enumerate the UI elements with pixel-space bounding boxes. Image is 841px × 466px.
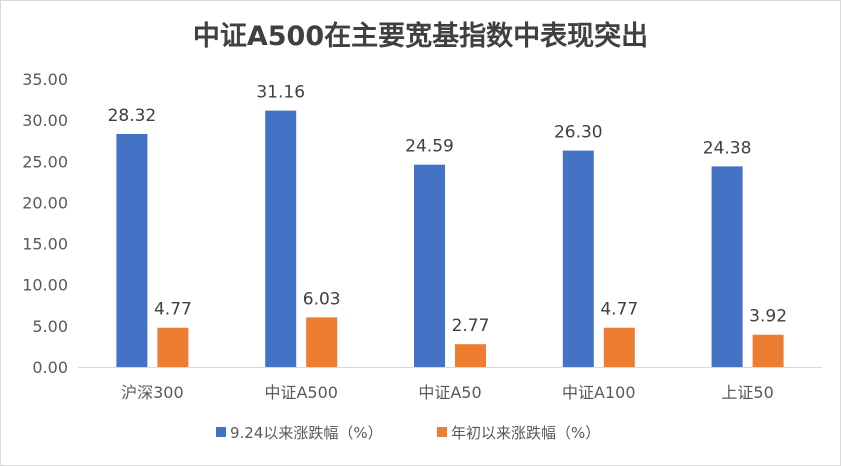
x-tick-label: 中证A50 (418, 383, 481, 402)
bar-value-label: 24.38 (703, 138, 752, 158)
y-tick-label: 30.00 (22, 111, 68, 130)
bar-series-1 (414, 164, 445, 367)
chart-title: 中证A500在主要宽基指数中表现突出 (192, 21, 649, 52)
bar-series-2 (157, 327, 189, 367)
bar-series-1 (562, 150, 594, 367)
x-axis: 沪深300 中证A500 中证A50 中证A100 上证50 (121, 383, 774, 402)
bar-series-1 (116, 133, 148, 367)
bar-series-2 (306, 317, 338, 367)
y-tick-label: 0.00 (32, 358, 68, 377)
legend-label: 年初以来涨跌幅（%） (451, 424, 600, 442)
y-tick-label: 35.00 (22, 70, 68, 89)
bar-value-label: 4.77 (600, 300, 638, 320)
bar-value-label: 2.77 (452, 316, 490, 336)
x-tick-label: 上证50 (721, 383, 773, 402)
bar-value-label: 31.16 (256, 83, 305, 103)
legend-swatch (216, 427, 226, 437)
legend-label: 9.24以来涨跌幅（%） (230, 424, 383, 442)
bar-value-label: 28.32 (108, 106, 157, 126)
bar-series-2 (603, 327, 635, 367)
bar-series-2 (752, 334, 784, 367)
legend-swatch (437, 427, 447, 437)
bar-value-label: 26.30 (554, 123, 603, 143)
bar-value-label: 4.77 (154, 300, 192, 320)
y-tick-label: 10.00 (22, 276, 68, 295)
bar-series-2 (455, 344, 486, 367)
y-axis: 0.00 5.00 10.00 15.00 20.00 25.00 30.00 35.00 (22, 70, 68, 377)
y-tick-label: 25.00 (22, 152, 68, 171)
bars (116, 110, 784, 367)
bar-series-1 (265, 110, 297, 367)
x-tick-label: 沪深300 (121, 383, 184, 402)
x-tick-label: 中证A500 (264, 383, 338, 402)
bar-series-1 (711, 166, 743, 367)
bar-value-label: 6.03 (303, 289, 341, 309)
y-tick-label: 5.00 (32, 317, 68, 336)
bar-value-label: 3.92 (749, 307, 787, 327)
y-tick-label: 20.00 (22, 193, 68, 212)
y-tick-label: 15.00 (22, 235, 68, 254)
x-tick-label: 中证A100 (562, 383, 636, 402)
legend: 9.24以来涨跌幅（%） 年初以来涨跌幅（%） (216, 424, 600, 442)
data-labels: 28.32 31.16 24.59 26.30 24.38 4.77 6.03 2.77 4.7… (108, 83, 787, 337)
bar-value-label: 24.59 (405, 137, 454, 157)
